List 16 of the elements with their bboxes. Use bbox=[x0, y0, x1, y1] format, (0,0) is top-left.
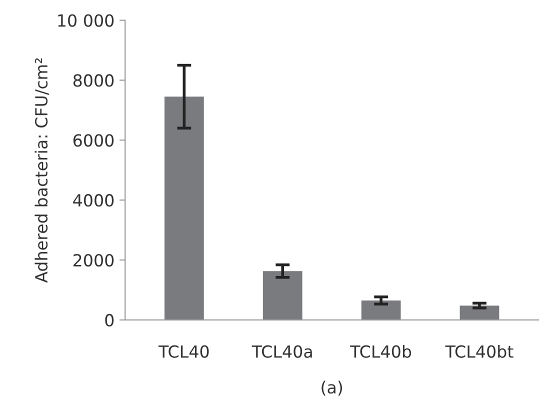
y-tick-label: 8000 bbox=[73, 74, 114, 87]
y-tick-label: 6000 bbox=[73, 134, 114, 147]
x-tick-label: TCL40a bbox=[252, 345, 312, 358]
bar bbox=[361, 300, 401, 320]
y-tick-label: 10 000 bbox=[58, 14, 114, 27]
text: (a) bbox=[322, 380, 342, 396]
x-tick-label: TCL40bt bbox=[445, 344, 514, 358]
bar bbox=[164, 96, 204, 320]
y-tick-label: 2000 bbox=[74, 254, 114, 267]
y-tick-label: 4000 bbox=[73, 194, 114, 207]
bar bbox=[262, 271, 302, 320]
y-axis-title: Adhered bacteria: CFU/cm² bbox=[34, 58, 49, 283]
bar bbox=[460, 306, 500, 320]
y-tick-label: 0 bbox=[105, 314, 114, 327]
x-tick-label: TCL40 bbox=[158, 345, 209, 358]
x-tick-label: TCL40b bbox=[350, 344, 412, 358]
